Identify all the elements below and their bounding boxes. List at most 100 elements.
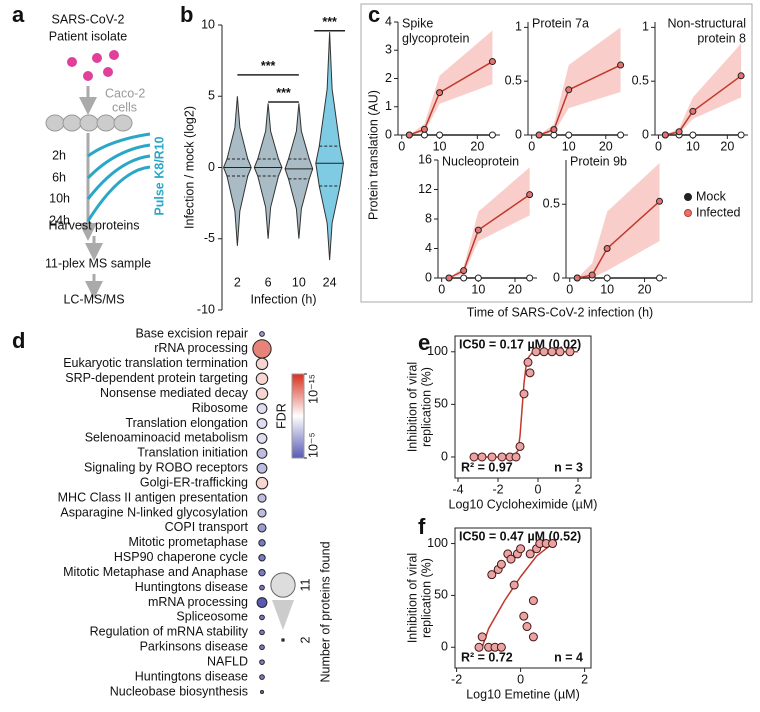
y-tick-label: 0.5 xyxy=(505,73,522,87)
dot xyxy=(260,690,264,694)
x-tick-label: 0 xyxy=(566,282,573,296)
x-tick-label: 10 xyxy=(600,282,614,296)
y-tick-label: 50 xyxy=(434,397,448,411)
colorbar-tick-label: 10⁻⁵ xyxy=(306,432,320,458)
infected-line xyxy=(448,194,531,279)
schematic: SARS-CoV-2 Patient isolate Caco-2 cells … xyxy=(45,12,166,306)
timepoint: 2h xyxy=(52,148,66,162)
infected-point xyxy=(617,61,625,69)
step: LC-MS/MS xyxy=(63,292,124,306)
mock-point xyxy=(488,131,496,139)
y-tick-label: 0.5 xyxy=(632,73,649,87)
x-axis-label: Infection (h) xyxy=(250,292,316,306)
dot xyxy=(256,447,268,459)
infected-point xyxy=(550,126,558,134)
infected-line xyxy=(665,75,742,136)
x-tick-label: 2 xyxy=(234,275,241,289)
category-label: Translation elongation xyxy=(125,416,248,430)
size-legend-dot xyxy=(281,638,285,642)
category-label: Ribosome xyxy=(192,401,248,415)
y-tick-label: 8 xyxy=(425,211,432,225)
legend-label: Infected xyxy=(696,205,741,219)
category-label: Mitotic prometaphase xyxy=(128,535,248,549)
infected-line xyxy=(409,60,493,136)
x-tick-label: 0 xyxy=(398,139,405,153)
y-tick-label: 1 xyxy=(642,20,649,34)
y-tick-label: 4 xyxy=(425,241,432,255)
subplot-title: Non-structural xyxy=(668,16,747,30)
x-axis-label: Time of SARS-CoV-2 infection (h) xyxy=(467,305,653,319)
violin xyxy=(222,96,252,246)
category-label: SRP-dependent protein targeting xyxy=(65,371,248,385)
y-tick-label: 12 xyxy=(418,182,432,196)
step: Harvest proteins xyxy=(48,218,139,232)
category-label: Selenoaminoacid metabolism xyxy=(85,431,248,445)
dot xyxy=(257,508,267,518)
point xyxy=(516,544,526,554)
infected-point xyxy=(675,128,683,136)
confidence-band xyxy=(409,30,493,136)
y-tick-label: 16 xyxy=(418,152,432,166)
dot xyxy=(259,331,265,337)
point xyxy=(477,632,487,642)
annotation: R² = 0.72 xyxy=(461,650,513,664)
y-axis-label: replication (%) xyxy=(419,367,433,447)
subplot-title: glycoprotein xyxy=(402,31,469,45)
y-tick-label: 0.5 xyxy=(543,197,560,211)
infected-point xyxy=(661,131,669,139)
infected-point xyxy=(737,72,745,80)
y-tick-label: 1 xyxy=(385,99,392,113)
category-label: Translation initiation xyxy=(137,446,248,460)
point xyxy=(474,642,484,652)
infected-point xyxy=(445,274,453,282)
category-label: Nonsense mediated decay xyxy=(100,386,249,400)
x-tick-label: 20 xyxy=(638,282,652,296)
step: 11-plex MS sample xyxy=(45,256,151,270)
x-tick-label: 2 xyxy=(581,672,588,686)
significance-label: *** xyxy=(322,15,337,29)
schematic-title: SARS-CoV-2 xyxy=(52,12,125,26)
pulse-label: Pulse K8/R10 xyxy=(152,136,166,215)
category-label: Nucleobase biosynthesis xyxy=(110,684,248,698)
x-tick-label: 20 xyxy=(599,139,613,153)
point xyxy=(525,549,535,559)
infected-point xyxy=(420,125,428,133)
fit-curve xyxy=(478,351,578,458)
x-tick-label: 10 xyxy=(562,139,576,153)
x-tick-label: 0 xyxy=(517,672,524,686)
panel-frame xyxy=(360,3,753,303)
category-label: Asparagine N-linked glycosylation xyxy=(60,505,248,519)
size-legend-dot xyxy=(270,572,296,598)
plot-frame xyxy=(454,335,592,479)
virus-icons xyxy=(67,50,119,81)
category-label: COPI transport xyxy=(165,520,249,534)
y-tick-label: 2 xyxy=(385,71,392,85)
x-tick-label: 0 xyxy=(438,282,445,296)
infected-point xyxy=(689,107,697,115)
infected-point xyxy=(405,131,413,139)
subplot-title: Protein 9b xyxy=(570,154,627,168)
plot-frame xyxy=(454,527,592,669)
annotation: n = 4 xyxy=(554,650,583,664)
mock-point xyxy=(526,274,534,282)
dot xyxy=(255,387,269,400)
x-tick-label: 10 xyxy=(433,139,447,153)
dot xyxy=(259,674,265,680)
confidence-band xyxy=(577,162,660,278)
y-tick-label: 50 xyxy=(434,588,448,602)
category-label: Huntingtons disease xyxy=(135,580,248,594)
point xyxy=(497,452,507,462)
category-label: NAFLD xyxy=(207,654,248,668)
x-tick-label: -2 xyxy=(451,672,462,686)
mock-point xyxy=(617,131,625,139)
dot xyxy=(258,554,266,562)
x-tick-label: 0 xyxy=(655,139,662,153)
x-tick-label: -2 xyxy=(492,482,503,496)
infected-line xyxy=(538,64,621,136)
y-tick-label: -10 xyxy=(197,302,215,316)
x-tick-label: 6 xyxy=(265,275,272,289)
infected-point xyxy=(565,86,573,94)
infected-point xyxy=(656,197,664,205)
y-axis-label: Infection / mock (log2) xyxy=(182,106,196,229)
infected-point xyxy=(573,274,581,282)
